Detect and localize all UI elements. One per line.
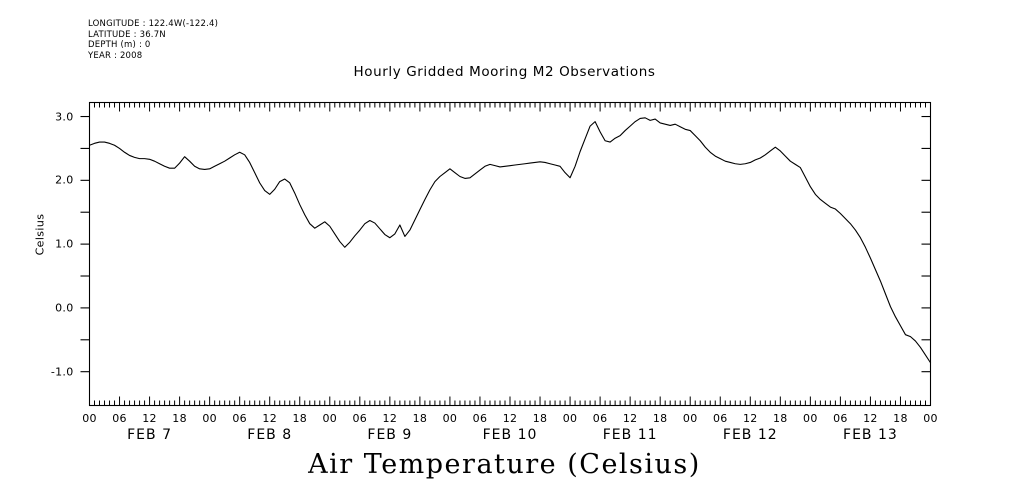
x-tick-label: 18 <box>893 411 908 425</box>
y-tick-label: 3.0 <box>55 110 74 124</box>
x-tick-label: 00 <box>682 411 698 425</box>
metadata-depth: DEPTH (m) : 0 <box>88 40 151 50</box>
x-tick-label: 00 <box>923 411 938 425</box>
temperature-series-line <box>88 117 932 364</box>
x-tick-label: 06 <box>352 411 368 425</box>
x-tick-label: 12 <box>142 411 157 425</box>
y-tick-label: 1.0 <box>55 237 74 251</box>
x-tick-label: 00 <box>82 411 97 425</box>
x-tick-label: 18 <box>172 411 187 425</box>
axes-frame <box>88 101 932 407</box>
y-tick-label: 0.0 <box>55 301 74 315</box>
x-tick-label: 00 <box>442 411 458 425</box>
x-tick-label: 00 <box>202 411 217 425</box>
x-day-label: FEB 13 <box>843 426 898 443</box>
axis-ticks <box>80 102 931 406</box>
x-tick-label: 12 <box>262 411 278 425</box>
x-tick-label: 06 <box>112 411 127 425</box>
y-tick-label: 2.0 <box>55 173 74 187</box>
metadata-longitude: LONGITUDE : 122.4W(-122.4) <box>88 19 219 29</box>
x-tick-label: 12 <box>502 411 518 425</box>
x-tick-label: 12 <box>863 411 878 425</box>
x-day-label: FEB 12 <box>722 426 778 443</box>
x-tick-label: 00 <box>803 411 818 425</box>
x-day-label: FEB 7 <box>127 426 172 443</box>
bottom-axis-title: Air Temperature (Celsius) <box>308 449 701 480</box>
metadata-year: YEAR : 2008 <box>88 50 143 61</box>
x-tick-label: 12 <box>382 411 398 425</box>
metadata-latitude: LATITUDE : 36.7N <box>88 29 166 40</box>
station-metadata: LONGITUDE : 122.4W(-122.4) LATITUDE : 36… <box>88 19 218 61</box>
x-day-label: FEB 8 <box>247 426 293 443</box>
y-tick-label: -1.0 <box>50 365 74 379</box>
x-tick-label: 00 <box>562 411 578 425</box>
x-tick-label: 18 <box>532 411 548 425</box>
x-tick-label: 18 <box>292 411 308 425</box>
x-tick-label: 06 <box>592 411 608 425</box>
x-day-label: FEB 9 <box>367 426 413 443</box>
x-tick-label: 18 <box>412 411 428 425</box>
x-tick-label: 12 <box>742 411 758 425</box>
x-tick-label: 18 <box>773 411 788 425</box>
x-tick-label: 18 <box>652 411 668 425</box>
x-tick-label: 00 <box>322 411 338 425</box>
chart-title: Hourly Gridded Mooring M2 Observations <box>353 64 656 80</box>
x-day-label: FEB 10 <box>482 426 538 443</box>
x-tick-label: 06 <box>232 411 247 425</box>
x-tick-label: 06 <box>712 411 728 425</box>
x-tick-label: 06 <box>833 411 848 425</box>
x-tick-label: 12 <box>622 411 638 425</box>
x-tick-label: 06 <box>472 411 488 425</box>
x-day-label: FEB 11 <box>602 426 658 443</box>
